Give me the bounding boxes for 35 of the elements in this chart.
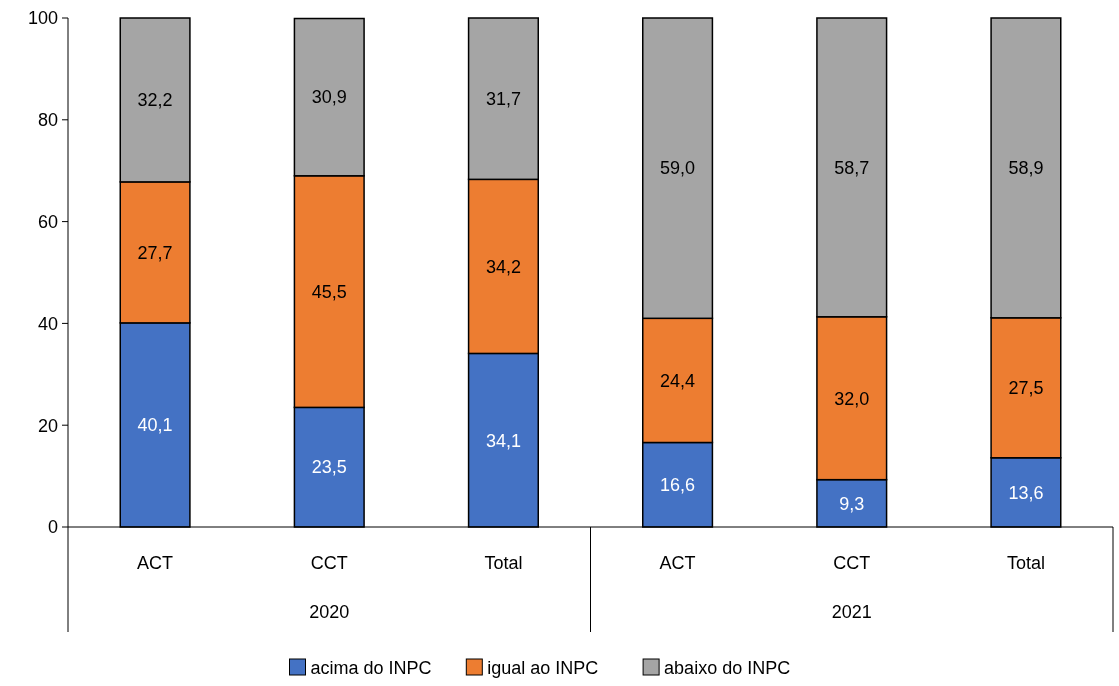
data-label: 32,0 (834, 388, 870, 409)
y-tick-label: 60 (37, 211, 58, 232)
x-tick-label: ACT (659, 553, 696, 574)
data-label: 31,7 (485, 88, 521, 109)
data-label: 30,9 (311, 87, 347, 108)
data-label: 32,2 (137, 90, 173, 111)
data-label: 45,5 (311, 281, 347, 302)
data-label: 58,7 (834, 157, 870, 178)
text: 2021 (831, 602, 872, 623)
x-tick-label: Total (484, 553, 523, 574)
data-label: 34,1 (485, 430, 521, 451)
data-label: 13,6 (1008, 482, 1044, 503)
legend-label: acima do INPC (310, 658, 432, 679)
y-tick-label: 40 (37, 313, 58, 334)
data-label: 24,4 (660, 370, 696, 391)
x-tick-label: CCT (310, 553, 348, 574)
data-label: 23,5 (311, 457, 347, 478)
y-tick-label: 100 (27, 8, 58, 29)
data-label: 16,6 (660, 475, 696, 496)
data-label: 27,5 (1008, 378, 1044, 399)
y-tick-label: 20 (37, 415, 58, 436)
legend-label: abaixo do INPC (664, 658, 791, 679)
text: 2020 (309, 602, 350, 623)
x-tick-label: ACT (137, 553, 174, 574)
x-tick-label: Total (1006, 553, 1045, 574)
data-label: 27,7 (137, 242, 173, 263)
data-label: 59,0 (660, 158, 696, 179)
y-tick-label: 0 (47, 517, 58, 538)
y-tick-label: 80 (37, 110, 58, 131)
legend-label: igual ao INPC (487, 658, 599, 679)
data-label: 34,2 (485, 256, 521, 277)
data-label: 40,1 (137, 415, 173, 436)
data-label: 58,9 (1008, 158, 1044, 179)
x-tick-label: CCT (833, 553, 871, 574)
data-label: 9,3 (839, 493, 865, 514)
